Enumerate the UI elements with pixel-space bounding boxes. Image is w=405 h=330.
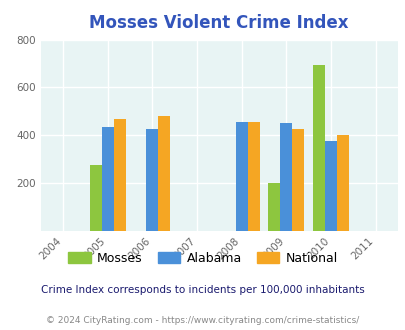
- Bar: [292, 129, 304, 231]
- Bar: [146, 129, 158, 231]
- Text: Crime Index corresponds to incidents per 100,000 inhabitants: Crime Index corresponds to incidents per…: [41, 285, 364, 295]
- Bar: [158, 116, 170, 231]
- Bar: [267, 183, 279, 231]
- Bar: [235, 122, 247, 231]
- Title: Mosses Violent Crime Index: Mosses Violent Crime Index: [89, 15, 348, 32]
- Bar: [247, 122, 259, 231]
- Bar: [113, 118, 126, 231]
- Bar: [312, 65, 324, 231]
- Bar: [336, 135, 348, 231]
- Legend: Mosses, Alabama, National: Mosses, Alabama, National: [63, 247, 342, 270]
- Bar: [89, 165, 101, 231]
- Text: © 2024 CityRating.com - https://www.cityrating.com/crime-statistics/: © 2024 CityRating.com - https://www.city…: [46, 315, 359, 325]
- Bar: [101, 127, 113, 231]
- Bar: [324, 141, 336, 231]
- Bar: [279, 123, 292, 231]
